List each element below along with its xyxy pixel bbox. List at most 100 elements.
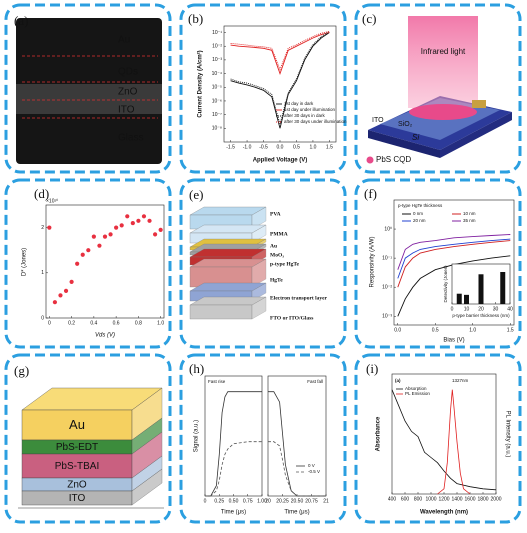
- y-axis-label: Responsivity (A/W): [370, 236, 376, 287]
- subplot-title: Fast fall: [307, 379, 323, 384]
- x-tick-label: 1200: [438, 496, 449, 502]
- label: (h): [189, 361, 204, 376]
- point: [86, 248, 91, 253]
- y-axis-label: Absorbance: [376, 416, 382, 451]
- subplot-title: Fast rise: [208, 379, 226, 384]
- label: (a): [14, 13, 28, 28]
- x-axis-label: Time (μs): [221, 510, 246, 516]
- y-tick-label: 10⁻⁶: [212, 98, 222, 104]
- point: [125, 214, 130, 219]
- label: p-type barrier thickness (nm): [452, 313, 510, 318]
- x-tick-label: 21: [323, 498, 329, 504]
- panel-frame: [354, 353, 522, 524]
- series-line: [437, 389, 471, 495]
- label: PL Emission: [405, 391, 430, 396]
- series-line: [397, 234, 511, 270]
- layer-front: [21, 409, 133, 441]
- label: ITO: [372, 117, 384, 124]
- x-tick-label: 1600: [464, 496, 475, 502]
- x-tick-label: 400: [388, 496, 397, 502]
- label: (a): [395, 378, 401, 383]
- y-tick-label: 10⁻¹: [212, 30, 222, 36]
- y-tick-label: 10⁻⁸: [212, 126, 222, 132]
- y-axis-label: Current Density (A/cm²): [197, 50, 204, 117]
- series-line: [230, 32, 330, 129]
- point: [158, 227, 163, 232]
- x-tick-label: 1.5: [326, 144, 333, 150]
- x-tick-label: 2000: [490, 496, 501, 502]
- legend-label: 1st day under illumination: [284, 107, 336, 112]
- x-tick-label: 0.5: [293, 144, 300, 150]
- plot-frame: [267, 375, 327, 497]
- point: [58, 293, 63, 298]
- point: [52, 300, 58, 305]
- layer-side: [251, 206, 267, 230]
- x-tick-label: -1.5: [226, 144, 235, 150]
- x-axis-label: Bias (V): [443, 338, 464, 344]
- y-tick-label: 2: [41, 225, 44, 231]
- layer-label: QDs: [118, 67, 138, 78]
- bar: [500, 272, 506, 304]
- y-tick-label: 10⁰: [384, 226, 392, 232]
- layer-label: ZnO: [67, 480, 87, 491]
- x-tick-label: 0: [48, 320, 51, 326]
- panel-frame: [354, 178, 522, 349]
- layer-label: FTO or ITO/Glass: [270, 315, 313, 321]
- x-tick-label: 800: [414, 496, 423, 502]
- legend-label: -0.5 V: [308, 469, 320, 474]
- point: [80, 252, 85, 257]
- x-tick-label: 0.5: [432, 327, 439, 333]
- y-tick-label: 10⁻⁵: [212, 85, 222, 91]
- layer-label: HgTe: [270, 277, 283, 283]
- panel-frame: [354, 3, 522, 174]
- x-tick-label: 1.0: [469, 327, 476, 333]
- x-tick-label: 0.50: [229, 498, 239, 504]
- layer-label: Au: [270, 243, 277, 249]
- y-tick-label: 1: [41, 270, 44, 276]
- point: [147, 218, 152, 223]
- x-tick-label: 1800: [477, 496, 488, 502]
- point: [75, 261, 80, 266]
- label: 1327nm: [452, 378, 469, 383]
- label: Absorption: [405, 386, 427, 391]
- layer-label: PMMA: [270, 231, 288, 237]
- x-tick-label: 600: [401, 496, 410, 502]
- series-line: [230, 32, 330, 75]
- ir-beam: [408, 16, 478, 108]
- x-axis-label: Time (μs): [284, 510, 309, 516]
- x-tick-label: 20: [478, 306, 484, 312]
- label: 0 nm: [413, 211, 423, 216]
- point: [63, 288, 69, 293]
- substrate-side2: [440, 112, 512, 158]
- x-tick-label: 30: [493, 306, 499, 312]
- x-tick-label: 10: [464, 306, 470, 312]
- label: 20 nm: [413, 218, 426, 223]
- label: SiO₂: [398, 121, 413, 128]
- layer-label: Au: [69, 417, 85, 432]
- layer-front: [21, 453, 133, 479]
- x-tick-label: 1.5: [507, 327, 514, 333]
- label: (i): [366, 361, 378, 376]
- point: [141, 214, 147, 219]
- x-tick-label: 0.8: [135, 320, 142, 326]
- layer-side: [251, 258, 267, 288]
- plot-frame: [393, 199, 515, 326]
- point: [102, 234, 108, 239]
- x-tick-label: 1.00: [257, 498, 267, 504]
- y-axis-label: D* (Jones): [22, 248, 28, 276]
- bar: [478, 274, 484, 304]
- bar: [456, 293, 462, 304]
- layer-side: [131, 468, 163, 506]
- plot-frame: [45, 204, 165, 319]
- legend-label: 0 V: [308, 463, 315, 468]
- label: PbS CQD: [376, 155, 411, 164]
- label: (c): [362, 11, 376, 26]
- label: Si: [412, 133, 419, 142]
- x-tick-label: 0: [204, 498, 207, 504]
- legend-title: p-type HgTe thickness: [398, 203, 443, 208]
- x-tick-label: 1400: [451, 496, 462, 502]
- x-tick-label: 20.75: [305, 498, 318, 504]
- point: [136, 218, 141, 223]
